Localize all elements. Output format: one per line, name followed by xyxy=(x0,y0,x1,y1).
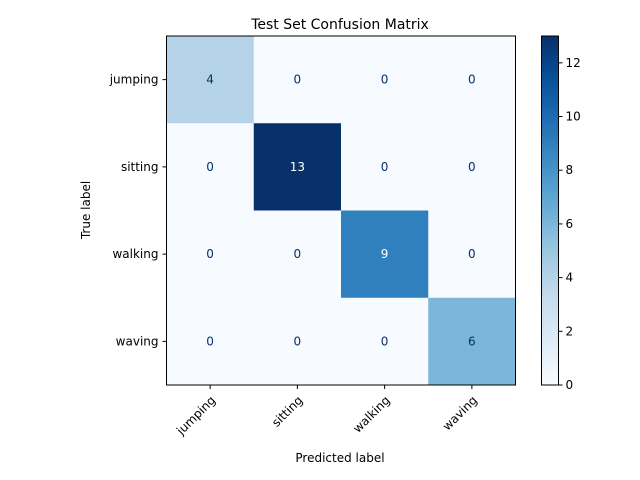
y-tick-label: walking xyxy=(112,247,158,261)
x-tick-label: sitting xyxy=(269,393,305,429)
colorbar-tick-label: 6 xyxy=(566,217,574,231)
colorbar-tick-label: 12 xyxy=(566,56,581,70)
cell-value-label: 0 xyxy=(206,160,214,174)
matrix-frame xyxy=(166,35,516,386)
colorbar-tick-label: 4 xyxy=(566,271,574,285)
matrix-cell xyxy=(253,123,342,211)
cell-value-label: 0 xyxy=(294,247,302,261)
matrix-cell xyxy=(253,36,342,124)
cell-value-label: 0 xyxy=(294,73,302,87)
matrix-cell xyxy=(428,210,516,299)
matrix-cell xyxy=(253,297,342,386)
cell-value-label: 0 xyxy=(381,334,389,348)
colorbar-tick-label: 2 xyxy=(566,324,574,338)
chart-title: Test Set Confusion Matrix xyxy=(250,17,429,33)
colorbar-tick-label: 0 xyxy=(566,378,574,392)
matrix-cell xyxy=(341,123,429,211)
y-tick-label: waving xyxy=(116,334,159,348)
matrix-cell xyxy=(166,123,255,211)
x-axis-ticks: jumping sitting walking waving xyxy=(173,385,480,438)
matrix-cell xyxy=(428,297,516,386)
colorbar-tick-label: 10 xyxy=(566,110,581,124)
cell-value-label: 13 xyxy=(290,160,305,174)
cell-value-label: 4 xyxy=(206,73,214,87)
matrix-cell xyxy=(341,210,429,299)
cell-value-label: 6 xyxy=(468,334,476,348)
cell-value-label: 0 xyxy=(294,334,302,348)
cell-value-label: 0 xyxy=(468,73,476,87)
cell-value-label: 0 xyxy=(468,160,476,174)
x-tick-label: jumping xyxy=(173,393,218,438)
matrix-cell xyxy=(166,210,255,299)
y-axis-label: True label xyxy=(79,181,93,240)
x-tick-label: waving xyxy=(440,393,480,433)
y-axis-ticks: jumping sitting walking waving xyxy=(109,73,167,348)
matrix-cell xyxy=(341,297,429,386)
matrix-cell xyxy=(166,297,255,386)
y-tick-label: sitting xyxy=(121,160,159,174)
cell-value-label: 0 xyxy=(381,160,389,174)
matrix-cell xyxy=(166,36,255,124)
colorbar-gradient xyxy=(541,35,559,386)
colorbar-tick-label: 8 xyxy=(566,163,574,177)
colorbar: 0 2 4 6 8 10 12 xyxy=(541,35,581,392)
cell-value-label: 9 xyxy=(381,247,389,261)
matrix-cell xyxy=(253,210,342,299)
cell-value-label: 0 xyxy=(206,247,214,261)
x-tick-label: walking xyxy=(350,393,392,435)
cell-value-label: 0 xyxy=(468,247,476,261)
x-axis-label: Predicted label xyxy=(295,451,384,465)
y-tick-label: jumping xyxy=(109,73,159,87)
cell-value-label: 0 xyxy=(381,73,389,87)
matrix-cell xyxy=(341,36,429,124)
cell-value-label: 0 xyxy=(206,334,214,348)
matrix-cell xyxy=(428,36,516,124)
heatmap-cells: 4 0 0 0 0 13 0 0 0 0 9 0 0 0 0 6 xyxy=(166,36,516,386)
matrix-cell xyxy=(428,123,516,211)
